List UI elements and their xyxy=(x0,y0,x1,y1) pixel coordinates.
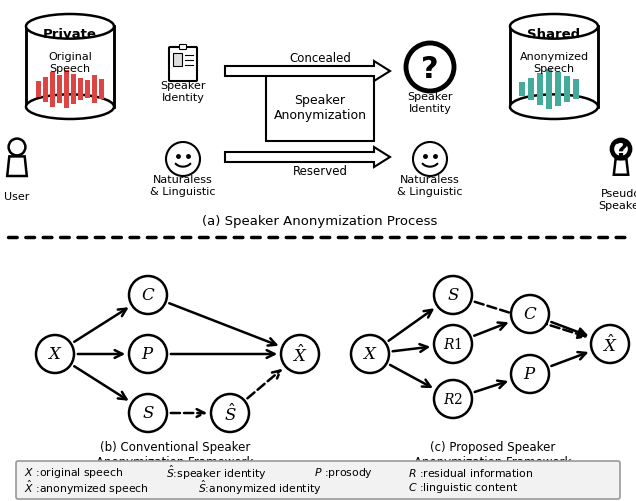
Polygon shape xyxy=(225,62,390,82)
FancyBboxPatch shape xyxy=(169,48,197,82)
Text: Concealed: Concealed xyxy=(289,52,351,64)
Text: $\mathit{S}$: $\mathit{S}$ xyxy=(142,405,155,422)
Polygon shape xyxy=(7,157,27,177)
FancyBboxPatch shape xyxy=(173,54,182,67)
FancyBboxPatch shape xyxy=(537,74,543,106)
FancyBboxPatch shape xyxy=(71,75,76,105)
Text: $\mathit{C}$ :linguistic content: $\mathit{C}$ :linguistic content xyxy=(408,480,518,494)
Text: Speaker
Identity: Speaker Identity xyxy=(407,92,453,114)
Text: Pseudo
Speaker: Pseudo Speaker xyxy=(598,189,636,210)
Text: Naturaless
& Linguistic: Naturaless & Linguistic xyxy=(150,175,216,196)
Circle shape xyxy=(129,394,167,432)
FancyBboxPatch shape xyxy=(57,76,62,104)
Text: Reserved: Reserved xyxy=(293,165,347,178)
Text: ?: ? xyxy=(421,55,439,83)
FancyBboxPatch shape xyxy=(555,73,561,107)
Circle shape xyxy=(591,325,629,363)
Circle shape xyxy=(612,141,630,159)
Text: User: User xyxy=(4,191,30,201)
Text: $\mathit{P}$ :prosody: $\mathit{P}$ :prosody xyxy=(314,465,373,479)
Circle shape xyxy=(9,139,25,156)
Circle shape xyxy=(129,335,167,373)
FancyBboxPatch shape xyxy=(36,82,41,98)
FancyBboxPatch shape xyxy=(546,70,552,110)
FancyBboxPatch shape xyxy=(78,79,83,101)
FancyBboxPatch shape xyxy=(50,72,55,107)
Text: $\mathit{P}$: $\mathit{P}$ xyxy=(141,346,155,363)
Text: Anonymized
Speech: Anonymized Speech xyxy=(520,52,588,74)
Text: $\hat{\mathit{S}}$: $\hat{\mathit{S}}$ xyxy=(224,403,237,424)
FancyBboxPatch shape xyxy=(26,27,114,108)
Text: $\mathit{X}$: $\mathit{X}$ xyxy=(363,346,378,363)
Text: $\hat{\mathit{X}}$: $\hat{\mathit{X}}$ xyxy=(293,344,308,365)
Text: $\hat{\mathit{X}}$ :anonymized speech: $\hat{\mathit{X}}$ :anonymized speech xyxy=(24,478,149,496)
Text: $\hat{\mathit{S}}$:anonymized identity: $\hat{\mathit{S}}$:anonymized identity xyxy=(198,478,322,496)
Text: $\mathit{C}$: $\mathit{C}$ xyxy=(523,306,537,323)
Text: $\mathit{X}$ :original speech: $\mathit{X}$ :original speech xyxy=(24,465,123,479)
FancyBboxPatch shape xyxy=(16,461,620,499)
FancyBboxPatch shape xyxy=(99,80,104,100)
Circle shape xyxy=(434,380,472,418)
Circle shape xyxy=(281,335,319,373)
Ellipse shape xyxy=(26,15,114,40)
FancyBboxPatch shape xyxy=(564,77,570,103)
Text: $\mathit{C}$: $\mathit{C}$ xyxy=(141,287,155,304)
Circle shape xyxy=(166,143,200,177)
Text: (a) Speaker Anonymization Process: (a) Speaker Anonymization Process xyxy=(202,215,438,228)
Circle shape xyxy=(36,335,74,373)
Circle shape xyxy=(434,325,472,363)
Text: $\hat{\mathit{X}}$: $\hat{\mathit{X}}$ xyxy=(602,334,618,355)
FancyBboxPatch shape xyxy=(179,46,186,51)
Circle shape xyxy=(129,277,167,314)
Ellipse shape xyxy=(510,15,598,40)
Polygon shape xyxy=(225,148,390,168)
Text: $\mathit{S}$: $\mathit{S}$ xyxy=(446,287,459,304)
Circle shape xyxy=(511,296,549,333)
FancyBboxPatch shape xyxy=(85,81,90,99)
Text: Shared: Shared xyxy=(527,29,581,42)
Ellipse shape xyxy=(26,95,114,120)
Text: Naturaless
& Linguistic: Naturaless & Linguistic xyxy=(398,175,463,196)
FancyBboxPatch shape xyxy=(519,83,525,97)
FancyBboxPatch shape xyxy=(92,76,97,104)
Circle shape xyxy=(351,335,389,373)
Circle shape xyxy=(511,355,549,393)
Text: (b) Conventional Speaker
Anonymization Framework: (b) Conventional Speaker Anonymization F… xyxy=(96,440,254,468)
Text: ?: ? xyxy=(614,139,628,162)
Circle shape xyxy=(434,277,472,314)
FancyBboxPatch shape xyxy=(510,27,598,108)
Text: $\mathit{R}1$: $\mathit{R}1$ xyxy=(443,337,463,352)
Text: Speaker
Identity: Speaker Identity xyxy=(160,81,206,103)
Text: (c) Proposed Speaker
Anonymization Framework: (c) Proposed Speaker Anonymization Frame… xyxy=(414,440,572,468)
Text: $\mathit{R}2$: $\mathit{R}2$ xyxy=(443,392,463,407)
FancyBboxPatch shape xyxy=(573,80,579,100)
FancyBboxPatch shape xyxy=(266,74,374,142)
Text: Original
Speech: Original Speech xyxy=(48,52,92,74)
Circle shape xyxy=(406,44,454,92)
FancyBboxPatch shape xyxy=(43,77,48,102)
Circle shape xyxy=(211,394,249,432)
FancyBboxPatch shape xyxy=(64,71,69,109)
Text: $\hat{\mathit{S}}$:speaker identity: $\hat{\mathit{S}}$:speaker identity xyxy=(166,463,266,481)
Text: $\mathit{X}$: $\mathit{X}$ xyxy=(47,346,63,363)
Polygon shape xyxy=(614,160,628,175)
Text: Speaker
Anonymization: Speaker Anonymization xyxy=(273,94,366,122)
Circle shape xyxy=(413,143,447,177)
Text: $\mathit{P}$: $\mathit{P}$ xyxy=(523,366,537,383)
Text: $\mathit{R}$ :residual information: $\mathit{R}$ :residual information xyxy=(408,466,534,478)
FancyBboxPatch shape xyxy=(528,79,534,101)
Ellipse shape xyxy=(510,95,598,120)
Text: Private: Private xyxy=(43,29,97,42)
